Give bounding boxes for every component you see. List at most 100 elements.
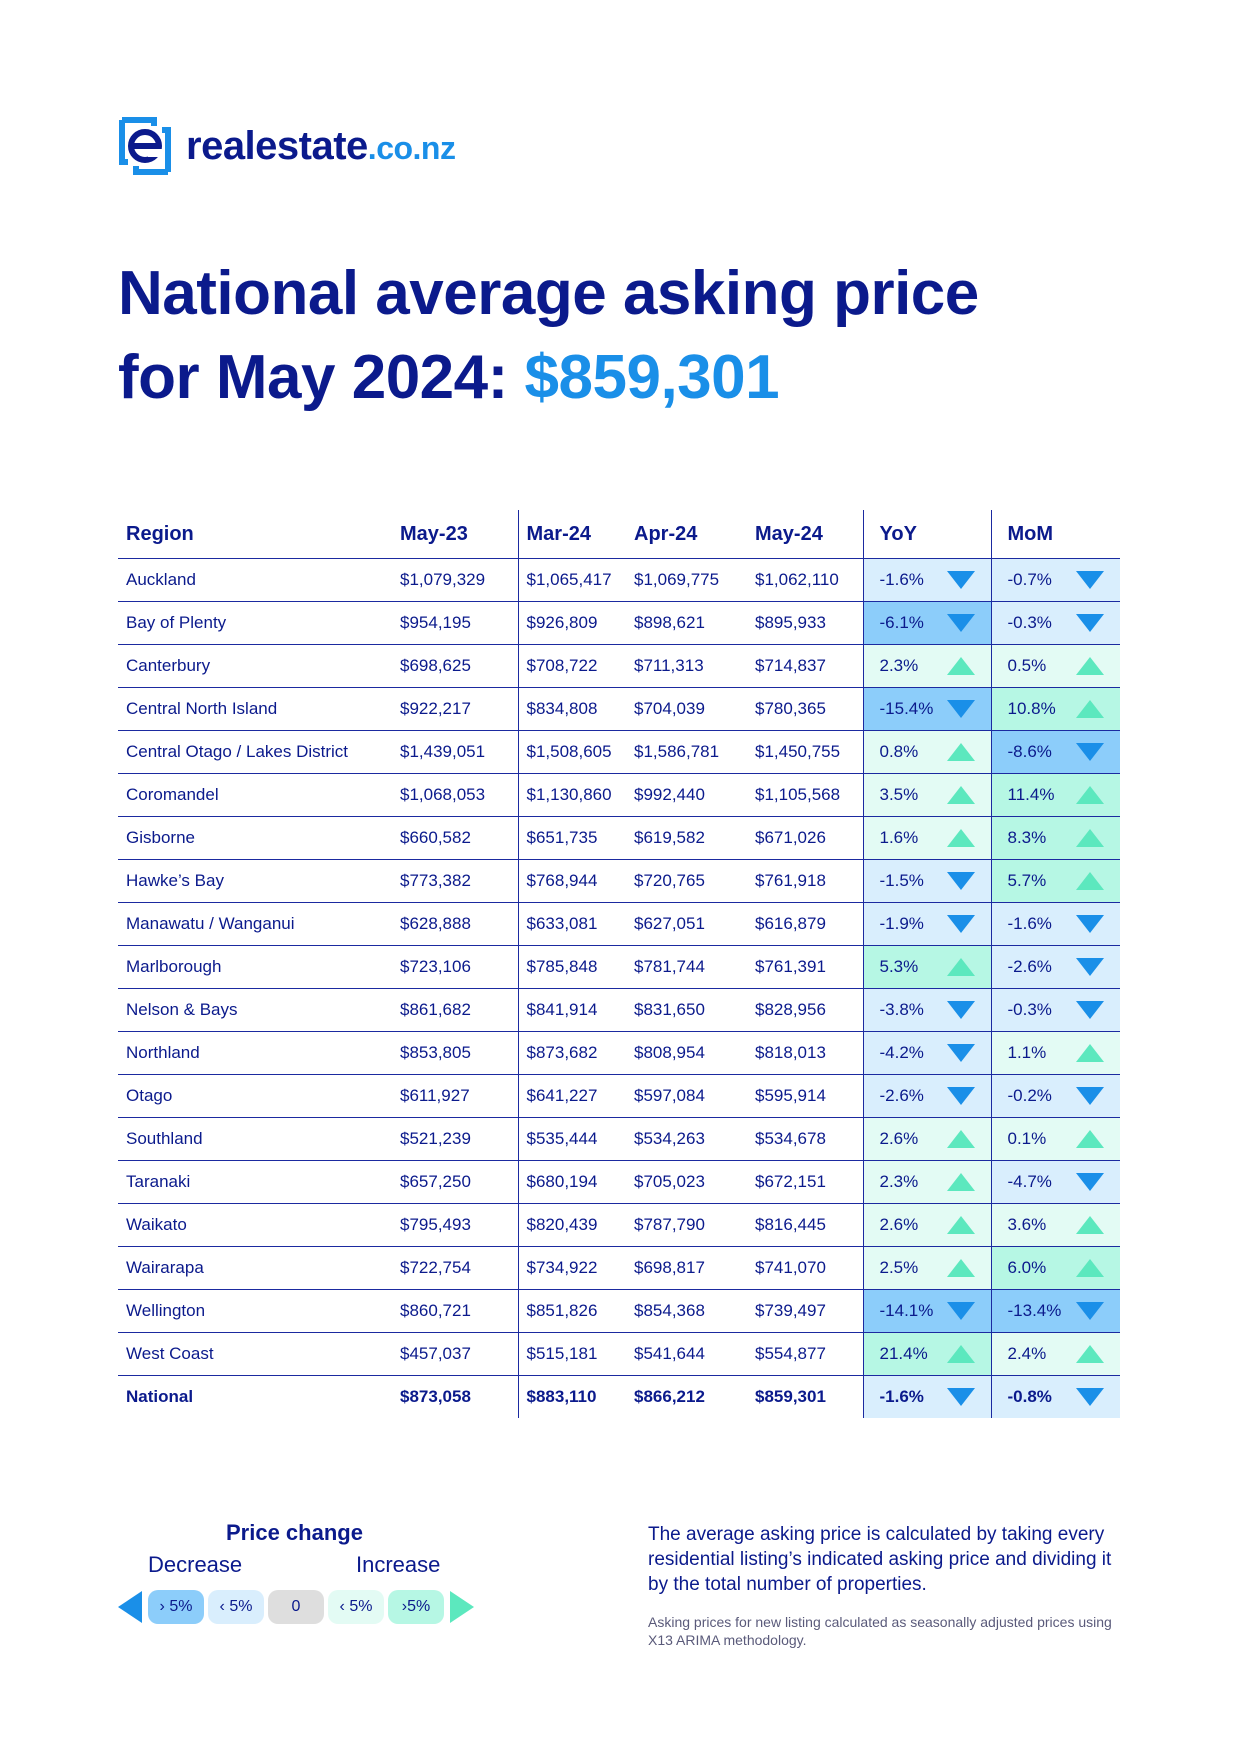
mom-cell: -0.2% bbox=[990, 1074, 1121, 1118]
apr24-cell: $705,023 bbox=[626, 1160, 747, 1204]
may23-cell: $853,805 bbox=[392, 1031, 518, 1075]
headline-line-1: National average asking price bbox=[118, 259, 979, 328]
may23-cell: $698,625 bbox=[392, 644, 518, 688]
may24-cell: $1,062,110 bbox=[747, 558, 863, 602]
mom-cell: 3.6% bbox=[990, 1203, 1120, 1247]
yoy-value: 21.4% bbox=[879, 1344, 928, 1363]
yoy-change: -1.6% bbox=[864, 1376, 991, 1418]
down-triangle-icon bbox=[946, 700, 975, 718]
mom-value: 11.4% bbox=[1007, 785, 1055, 804]
yoy-value: -3.8% bbox=[879, 1000, 924, 1019]
apr24-cell: $787,790 bbox=[626, 1203, 747, 1247]
apr24-cell: $711,313 bbox=[626, 644, 747, 688]
yoy-cell: 3.5% bbox=[862, 773, 991, 817]
up-triangle-icon bbox=[1076, 1259, 1104, 1277]
yoy-cell: -15.4% bbox=[862, 687, 991, 731]
table-row: Bay of Plenty $954,195 $926,809 $898,621 $89… bbox=[118, 601, 1121, 645]
mar24-cell: $834,808 bbox=[517, 687, 626, 731]
may23-cell: $1,439,051 bbox=[392, 730, 518, 774]
mar24-cell: $873,682 bbox=[517, 1031, 626, 1075]
apr24-cell: $781,744 bbox=[626, 945, 747, 989]
up-triangle-icon bbox=[1076, 1044, 1104, 1062]
may23-cell: $628,888 bbox=[392, 902, 518, 946]
brand-logo[interactable]: realestate.co.nz bbox=[118, 116, 456, 176]
apr24-cell: $854,368 bbox=[626, 1289, 747, 1333]
increase-arrow-icon bbox=[450, 1591, 474, 1623]
header-may24: May-24 bbox=[747, 510, 863, 559]
mom-change: -0.3% bbox=[992, 989, 1121, 1031]
may24-cell: $534,678 bbox=[747, 1117, 863, 1161]
region-cell: Wellington bbox=[118, 1289, 392, 1333]
may23-cell: $722,754 bbox=[392, 1246, 518, 1290]
mom-change: -1.6% bbox=[992, 903, 1121, 945]
yoy-change: 2.3% bbox=[864, 645, 991, 687]
table-row: Manawatu / Wanganui $628,888 $633,081 $627,… bbox=[118, 902, 1121, 946]
mom-cell: 11.4% bbox=[990, 773, 1120, 817]
mom-value: 8.3% bbox=[1007, 828, 1047, 847]
down-triangle-icon bbox=[946, 872, 975, 890]
apr24-cell: $698,817 bbox=[626, 1246, 747, 1290]
mar24-cell: $633,081 bbox=[517, 902, 626, 946]
mom-change: -13.4% bbox=[992, 1290, 1121, 1332]
yoy-value: 2.6% bbox=[879, 1215, 919, 1234]
yoy-change: -1.6% bbox=[864, 559, 991, 601]
legend-pill-decrease-big: › 5% bbox=[148, 1590, 204, 1624]
table-body: Auckland $1,079,329 $1,065,417 $1,069,775 $1… bbox=[118, 558, 1121, 1418]
mom-change: 0.1% bbox=[992, 1118, 1121, 1160]
yoy-cell: -14.1% bbox=[862, 1289, 991, 1333]
down-triangle-icon bbox=[946, 1302, 975, 1320]
mar24-cell: $851,826 bbox=[517, 1289, 626, 1333]
mom-change: -8.6% bbox=[992, 731, 1121, 773]
up-triangle-icon bbox=[946, 786, 975, 804]
may24-cell: $1,105,568 bbox=[747, 773, 863, 817]
brand-word: realestate bbox=[186, 124, 368, 168]
mom-value: -2.6% bbox=[1007, 957, 1052, 976]
mom-cell: 5.7% bbox=[990, 859, 1120, 903]
may23-cell: $1,068,053 bbox=[392, 773, 518, 817]
apr24-cell: $808,954 bbox=[626, 1031, 747, 1075]
mom-change: -0.3% bbox=[992, 602, 1121, 644]
region-cell: Waikato bbox=[118, 1203, 392, 1247]
yoy-value: -6.1% bbox=[879, 613, 924, 632]
mom-value: 10.8% bbox=[1007, 699, 1056, 718]
apr24-cell: $992,440 bbox=[626, 773, 747, 817]
decrease-arrow-icon bbox=[118, 1591, 142, 1623]
yoy-change: -1.9% bbox=[864, 903, 991, 945]
up-triangle-icon bbox=[1076, 872, 1104, 890]
up-triangle-icon bbox=[1076, 829, 1104, 847]
may23-cell: $861,682 bbox=[392, 988, 518, 1032]
may23-cell: $773,382 bbox=[392, 859, 518, 903]
mar24-cell: $785,848 bbox=[517, 945, 626, 989]
headline-line-2: for May 2024: $859,301 bbox=[118, 336, 1118, 420]
table-row: Canterbury $698,625 $708,722 $711,313 $714,8… bbox=[118, 644, 1120, 688]
yoy-change: -2.6% bbox=[864, 1075, 991, 1117]
mom-change: 10.8% bbox=[992, 688, 1121, 730]
yoy-value: 2.3% bbox=[879, 656, 919, 675]
table-row: Central Otago / Lakes District $1,439,051… bbox=[118, 730, 1121, 774]
headline-prefix: for May 2024: bbox=[118, 343, 525, 412]
mom-value: -0.3% bbox=[1007, 613, 1052, 632]
mom-value: 1.1% bbox=[1007, 1043, 1047, 1062]
mom-cell: -8.6% bbox=[990, 730, 1121, 774]
apr24-cell: $1,586,781 bbox=[626, 730, 747, 774]
may24-cell: $554,877 bbox=[747, 1332, 863, 1376]
mom-value: 0.5% bbox=[1007, 656, 1047, 675]
down-triangle-icon bbox=[1076, 571, 1104, 589]
mom-change: 8.3% bbox=[992, 817, 1121, 859]
yoy-cell: -2.6% bbox=[862, 1074, 991, 1118]
mom-cell: 0.1% bbox=[990, 1117, 1121, 1161]
legend-pill-increase-big: ›5% bbox=[388, 1590, 444, 1624]
may23-cell: $723,106 bbox=[392, 945, 518, 989]
mom-value: -0.8% bbox=[1007, 1387, 1052, 1406]
mom-change: 1.1% bbox=[992, 1032, 1121, 1074]
mom-change: -0.2% bbox=[992, 1075, 1121, 1117]
yoy-cell: -1.9% bbox=[862, 902, 991, 946]
table-row: Coromandel $1,068,053 $1,130,860 $992,440 $1… bbox=[118, 773, 1120, 817]
may23-cell: $954,195 bbox=[392, 601, 518, 645]
mom-value: -0.2% bbox=[1007, 1086, 1052, 1105]
up-triangle-icon bbox=[946, 743, 975, 761]
up-triangle-icon bbox=[946, 1216, 975, 1234]
down-triangle-icon bbox=[946, 571, 975, 589]
table-row: Central North Island $922,217 $834,808 $704… bbox=[118, 687, 1121, 731]
may23-cell: $611,927 bbox=[392, 1074, 518, 1118]
